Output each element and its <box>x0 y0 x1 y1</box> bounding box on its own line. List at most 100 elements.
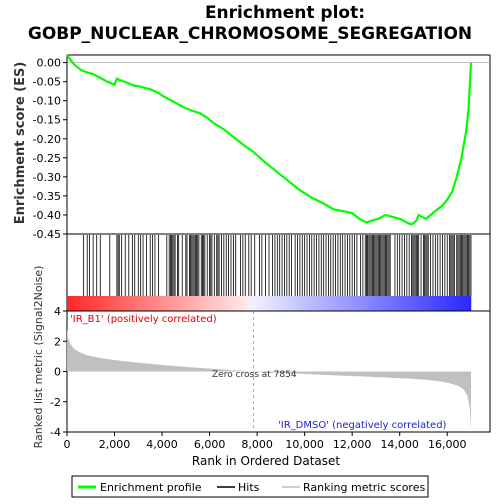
chart-title-line1: Enrichment plot: <box>205 3 365 23</box>
ranked-list-color-segment-28 <box>161 296 165 311</box>
ranked-list-color-segment-40 <box>202 296 206 311</box>
ranked-list-color-segment-13 <box>111 296 115 311</box>
metric-ytick-label-2: 0 <box>54 366 61 379</box>
ranked-list-color-segment-32 <box>175 296 179 311</box>
ranked-list-color-segment-77 <box>326 296 330 311</box>
x-tick-label-1: 2,000 <box>99 438 131 451</box>
ranked-list-color-segment-114 <box>451 296 455 311</box>
ranked-list-color-segment-18 <box>128 296 132 311</box>
metric-axis-label: Ranked list metric (Signal2Noise) <box>32 266 45 449</box>
ranked-list-color-segment-29 <box>165 296 169 311</box>
ranked-list-color-segment-31 <box>171 296 175 311</box>
es-ytick-label-6: -0.30 <box>33 171 61 184</box>
ranked-list-color-segment-5 <box>84 296 88 311</box>
ranked-list-color-segment-62 <box>276 296 280 311</box>
x-tick-label-6: 12,000 <box>333 438 372 451</box>
x-tick-label-3: 6,000 <box>194 438 226 451</box>
ranked-list-color-segment-83 <box>346 296 350 311</box>
ranked-list-color-segment-74 <box>316 296 320 311</box>
ranked-list-color-segment-58 <box>262 296 266 311</box>
ranked-list-color-segment-16 <box>121 296 125 311</box>
legend-metric-label: Ranking metric scores <box>303 481 425 494</box>
ranked-list-color-segment-119 <box>468 296 472 311</box>
ranked-list-color-segment-25 <box>151 296 155 311</box>
ranked-list-color-segment-57 <box>259 296 263 311</box>
ranked-list-color-segment-105 <box>420 296 424 311</box>
ranked-list-color-segment-117 <box>461 296 465 311</box>
positive-correlation-label: 'IR_B1' (positively correlated) <box>70 314 217 325</box>
ranked-list-color-segment-101 <box>407 296 411 311</box>
ranked-list-color-segment-87 <box>360 296 364 311</box>
ranked-list-color-segment-97 <box>394 296 398 311</box>
ranked-list-color-segment-116 <box>458 296 462 311</box>
ranked-list-color-segment-21 <box>138 296 142 311</box>
ranked-list-color-segment-88 <box>363 296 367 311</box>
ranked-list-color-segment-78 <box>330 296 334 311</box>
x-tick-label-5: 10,000 <box>285 438 324 451</box>
ranked-list-color-segment-19 <box>131 296 135 311</box>
ranked-list-color-segment-69 <box>299 296 303 311</box>
metric-ytick-label-4: -4 <box>50 426 61 439</box>
ranked-list-color-segment-110 <box>437 296 441 311</box>
ranked-list-color-segment-98 <box>397 296 401 311</box>
ranked-list-color-segment-27 <box>158 296 162 311</box>
x-tick-label-4: 8,000 <box>241 438 273 451</box>
ranked-list-color-segment-9 <box>97 296 101 311</box>
es-ytick-label-4: -0.20 <box>33 133 61 146</box>
ranked-list-color-segment-41 <box>205 296 209 311</box>
ranked-list-color-segment-48 <box>229 296 233 311</box>
ranked-list-color-segment-112 <box>444 296 448 311</box>
es-ytick-label-5: -0.25 <box>33 152 61 165</box>
ranked-list-color-segment-56 <box>256 296 260 311</box>
ranked-list-color-segment-4 <box>80 296 84 311</box>
es-ytick-label-3: -0.15 <box>33 114 61 127</box>
hits-panel <box>67 234 490 311</box>
ranked-list-color-segment-60 <box>269 296 273 311</box>
ranked-list-color-segment-102 <box>410 296 414 311</box>
x-tick-label-7: 14,000 <box>380 438 419 451</box>
ranked-list-color-segment-26 <box>155 296 159 311</box>
ranked-list-color-segment-104 <box>417 296 421 311</box>
ranked-list-color-segment-118 <box>464 296 468 311</box>
ranked-list-color-segment-51 <box>239 296 243 311</box>
metric-ytick-label-1: 2 <box>54 335 61 348</box>
ranked-list-color-segment-11 <box>104 296 108 311</box>
negative-correlation-label: 'IR_DMSO' (negatively correlated) <box>278 420 447 431</box>
es-ytick-label-9: -0.45 <box>33 228 61 241</box>
ranked-list-color-segment-71 <box>306 296 310 311</box>
ranked-list-color-segment-23 <box>144 296 148 311</box>
ranked-list-color-segment-93 <box>380 296 384 311</box>
es-panel: 0.00-0.05-0.10-0.15-0.20-0.25-0.30-0.35-… <box>33 55 490 241</box>
ranked-list-color-segment-49 <box>232 296 236 311</box>
ranked-list-color-segment-46 <box>222 296 226 311</box>
ranked-list-color-segment-100 <box>404 296 408 311</box>
ranked-list-color-segment-81 <box>340 296 344 311</box>
legend-enrichment-label: Enrichment profile <box>100 481 202 494</box>
ranked-list-color-segment-70 <box>303 296 307 311</box>
ranked-list-color-segment-54 <box>249 296 253 311</box>
es-ytick-label-0: 0.00 <box>37 57 62 70</box>
x-axis-label: Rank in Ordered Dataset <box>192 454 340 468</box>
ranked-list-color-segment-82 <box>343 296 347 311</box>
ranked-list-color-segment-10 <box>101 296 105 311</box>
ranked-list-color-segment-55 <box>252 296 256 311</box>
ranked-list-color-segment-7 <box>91 296 95 311</box>
es-plot-frame <box>67 55 490 234</box>
ranked-list-color-segment-53 <box>245 296 249 311</box>
ranked-list-color-segment-99 <box>400 296 404 311</box>
ranked-list-color-segment-6 <box>87 296 91 311</box>
es-ytick-label-2: -0.10 <box>33 95 61 108</box>
zero-cross-label: Zero cross at 7854 <box>212 370 297 380</box>
ranked-list-color-segment-50 <box>235 296 239 311</box>
es-ytick-label-1: -0.05 <box>33 76 61 89</box>
ranked-list-color-segment-36 <box>188 296 192 311</box>
ranked-list-color-segment-92 <box>377 296 381 311</box>
ranked-list-color-segment-61 <box>272 296 276 311</box>
ranked-list-color-segment-107 <box>427 296 431 311</box>
ranked-list-color-segment-86 <box>357 296 361 311</box>
ranked-list-color-segment-8 <box>94 296 98 311</box>
ranked-list-color-segment-39 <box>198 296 202 311</box>
